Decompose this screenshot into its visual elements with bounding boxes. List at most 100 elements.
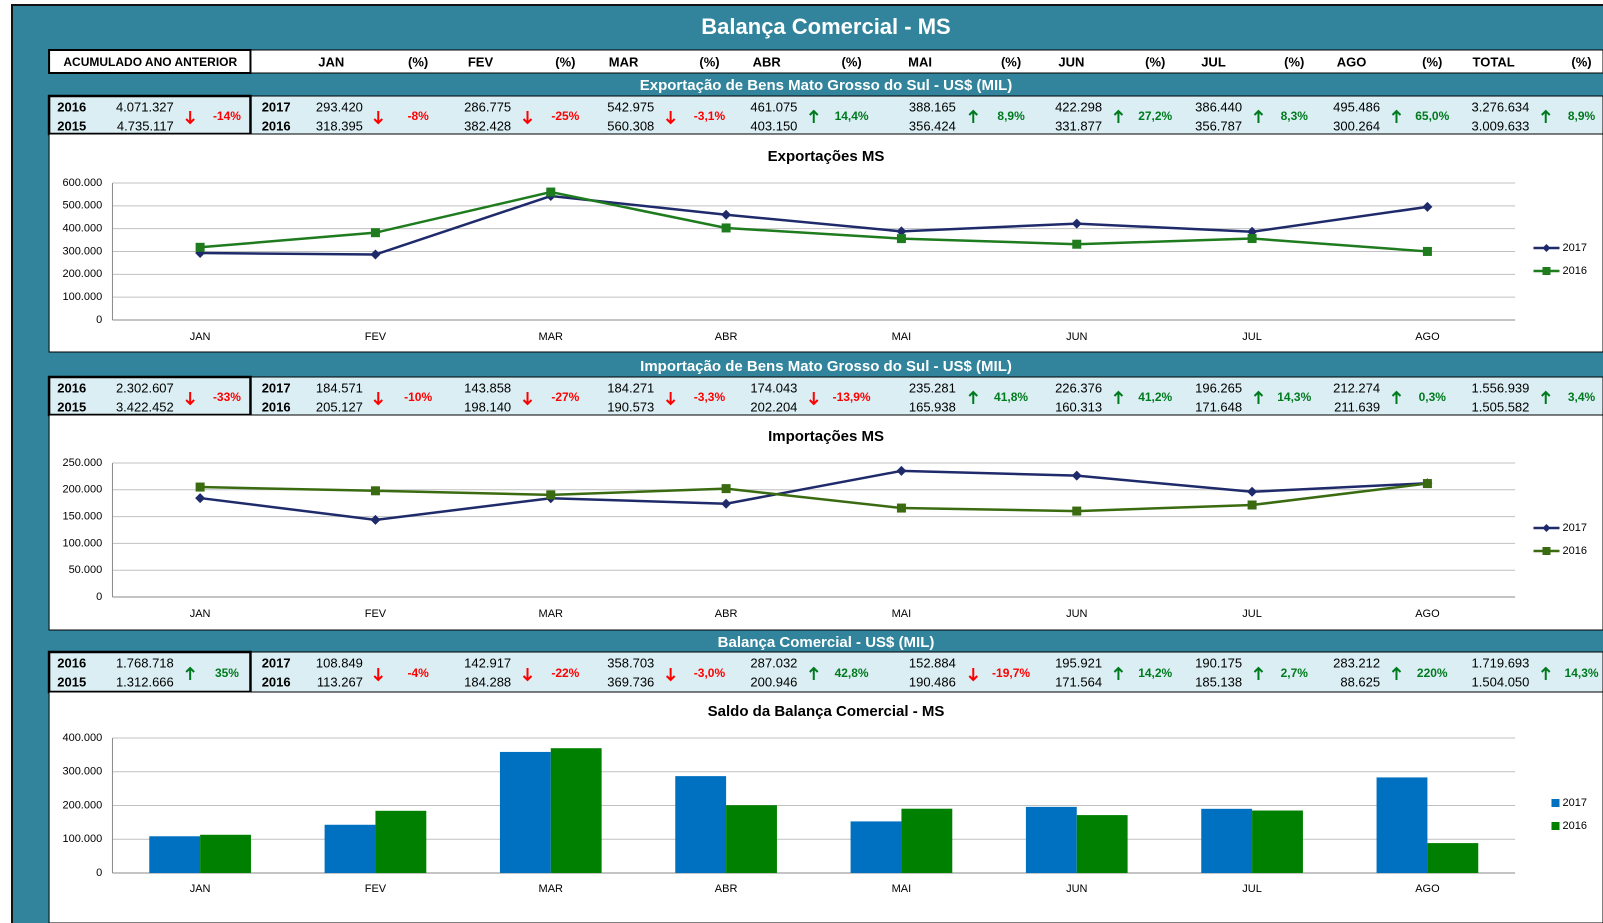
- acc-change: -14%: [213, 109, 241, 123]
- y-tick-label: 200.000: [62, 484, 102, 496]
- trend-arrow: [968, 668, 978, 682]
- cell-value: 1.719.693: [1472, 655, 1530, 670]
- x-tick-label: MAR: [539, 883, 564, 895]
- acc-change: -33%: [213, 390, 241, 404]
- cell-change: 220%: [1417, 666, 1448, 680]
- marker: [195, 493, 206, 504]
- cell-value: 293.420: [316, 99, 363, 114]
- x-tick-label: AGO: [1415, 608, 1440, 620]
- marker: [1247, 500, 1257, 510]
- cell-value: 142.917: [464, 655, 511, 670]
- marker: [546, 490, 556, 500]
- header-cell: (%): [699, 54, 719, 69]
- marker: [721, 209, 732, 220]
- acc-value: 3.422.452: [116, 399, 174, 414]
- cell-value: 382.428: [464, 118, 511, 133]
- cell-value: 212.274: [1333, 380, 1380, 395]
- acc-year: 2016: [57, 655, 86, 670]
- bar: [850, 821, 902, 873]
- series-line: [199, 469, 1428, 522]
- cell-value: 542.975: [607, 99, 654, 114]
- cell-value: 318.395: [316, 118, 363, 133]
- cell-value: 143.858: [464, 380, 511, 395]
- y-tick-label: 150.000: [62, 511, 102, 523]
- header-cell: MAR: [609, 54, 639, 69]
- marker: [1422, 479, 1432, 489]
- header-cell: AGO: [1337, 54, 1367, 69]
- legend-swatch: [1551, 799, 1560, 807]
- header-cell: (%): [841, 54, 861, 69]
- cell-value: 195.921: [1055, 655, 1102, 670]
- trend-arrow: [1541, 390, 1551, 404]
- marker: [370, 228, 380, 238]
- y-tick-label: 400.000: [62, 223, 102, 235]
- cell-value: 356.787: [1195, 118, 1242, 133]
- x-tick-label: FEV: [365, 331, 387, 343]
- bar: [499, 751, 551, 873]
- acc-value: 1.768.718: [116, 655, 174, 670]
- cell-value: 1.505.582: [1472, 399, 1530, 414]
- cell-change: -27%: [551, 390, 579, 404]
- marker: [1072, 506, 1082, 516]
- cell-value: 171.564: [1055, 674, 1102, 689]
- cell-change: 41,2%: [1138, 390, 1172, 404]
- cell-value: 165.938: [909, 399, 956, 414]
- cell-value: 185.138: [1195, 674, 1242, 689]
- cell-value: 190.573: [607, 399, 654, 414]
- cell-value: 88.625: [1340, 674, 1380, 689]
- cell-value: 286.775: [464, 99, 511, 114]
- header-cell: TOTAL: [1473, 54, 1515, 69]
- cell-value: 200.946: [750, 674, 797, 689]
- marker: [896, 503, 906, 513]
- marker: [1247, 486, 1258, 497]
- trend-arrow: [185, 111, 195, 125]
- cell-change: 2,7%: [1281, 666, 1309, 680]
- marker: [370, 249, 381, 260]
- header-cell: (%): [1284, 54, 1304, 69]
- cell-value: 461.075: [750, 99, 797, 114]
- trend-arrow: [1541, 666, 1551, 680]
- chart-title: Importações MS: [768, 428, 884, 445]
- trend-arrow: [1391, 390, 1402, 404]
- x-tick-label: JUN: [1066, 608, 1087, 620]
- cell-value: 190.175: [1195, 655, 1242, 670]
- cell-change: 8,3%: [1281, 109, 1309, 123]
- bar: [1076, 815, 1128, 873]
- bar: [324, 824, 376, 873]
- bar: [1252, 810, 1303, 873]
- cell-change: -10%: [404, 390, 432, 404]
- x-tick-label: MAR: [539, 331, 564, 343]
- marker: [1422, 246, 1432, 256]
- series-line: [200, 194, 1428, 256]
- header-cell: JAN: [318, 54, 344, 69]
- cell-change: 27,2%: [1138, 109, 1172, 123]
- cell-change: 14,3%: [1277, 390, 1311, 404]
- acc-year: 2016: [57, 99, 86, 114]
- acc-value: 4.735.117: [117, 118, 174, 133]
- header-cell: (%): [1422, 54, 1442, 69]
- cell-value: 287.032: [750, 655, 797, 670]
- x-tick-label: ABR: [715, 331, 738, 343]
- cell-value: 235.281: [909, 380, 956, 395]
- table-row: [48, 651, 1603, 693]
- x-tick-label: MAI: [892, 608, 912, 620]
- header-cell: (%): [408, 54, 428, 69]
- section-heading: Balança Comercial - US$ (MIL): [718, 634, 935, 651]
- x-tick-label: JUN: [1066, 331, 1087, 343]
- trend-arrow: [1253, 109, 1264, 123]
- trend-arrow: [1541, 109, 1551, 123]
- cell-change: -3,0%: [694, 666, 726, 680]
- marker: [1071, 218, 1082, 229]
- legend-marker: [1542, 244, 1551, 252]
- cell-value: 3.009.633: [1472, 118, 1530, 133]
- x-tick-label: FEV: [365, 883, 387, 895]
- y-tick-label: 0: [96, 591, 102, 603]
- x-tick-label: ABR: [715, 883, 738, 895]
- header-cell: (%): [1571, 54, 1591, 69]
- acc-value: 4.071.327: [116, 99, 174, 114]
- y-tick-label: 300.000: [62, 245, 102, 257]
- marker: [195, 482, 205, 492]
- cell-value: 369.736: [607, 674, 654, 689]
- acc-change: 35%: [215, 666, 239, 680]
